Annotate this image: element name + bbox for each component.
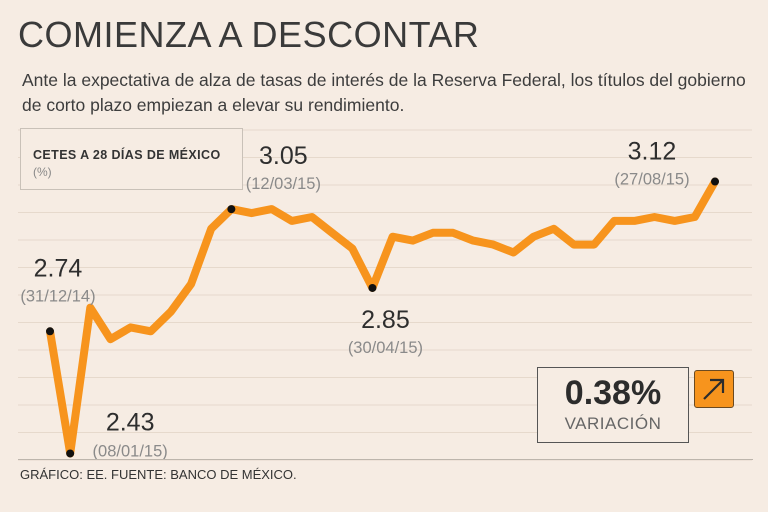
legend-title: CETES A 28 DÍAS DE MÉXICO xyxy=(33,148,221,162)
variation-label: VARIACIÓN xyxy=(564,414,662,433)
arrow-up-right-icon xyxy=(694,370,734,408)
data-label-date: (12/03/15) xyxy=(246,175,321,193)
data-label-date: (08/01/15) xyxy=(93,442,168,460)
data-label-date: (30/04/15) xyxy=(348,339,423,357)
data-point-marker xyxy=(368,283,377,292)
variation-value: 0.38% xyxy=(564,374,662,412)
data-point-marker xyxy=(711,177,719,186)
data-label-value: 2.74 xyxy=(34,254,83,282)
data-label-value: 2.43 xyxy=(106,408,155,436)
chart-title: COMIENZA A DESCONTAR xyxy=(18,14,480,55)
data-point-marker xyxy=(227,205,236,214)
series-line xyxy=(46,177,719,458)
legend-unit: (%) xyxy=(33,165,52,179)
footer-divider xyxy=(18,459,753,460)
data-label-date: (31/12/14) xyxy=(20,287,95,305)
data-label-value: 2.85 xyxy=(361,306,410,334)
chart-subtitle: Ante la expectativa de alza de tasas de … xyxy=(22,70,746,115)
data-point-marker xyxy=(46,327,54,336)
footer-source: GRÁFICO: EE. FUENTE: BANCO DE MÉXICO. xyxy=(20,467,297,482)
data-label-value: 3.12 xyxy=(628,138,677,166)
variation-box: 0.38% VARIACIÓN xyxy=(537,367,689,443)
legend-box: CETES A 28 DÍAS DE MÉXICO (%) xyxy=(20,128,243,190)
data-label-date: (27/08/15) xyxy=(614,171,689,189)
data-label-value: 3.05 xyxy=(259,142,308,170)
data-point-marker xyxy=(66,449,75,458)
